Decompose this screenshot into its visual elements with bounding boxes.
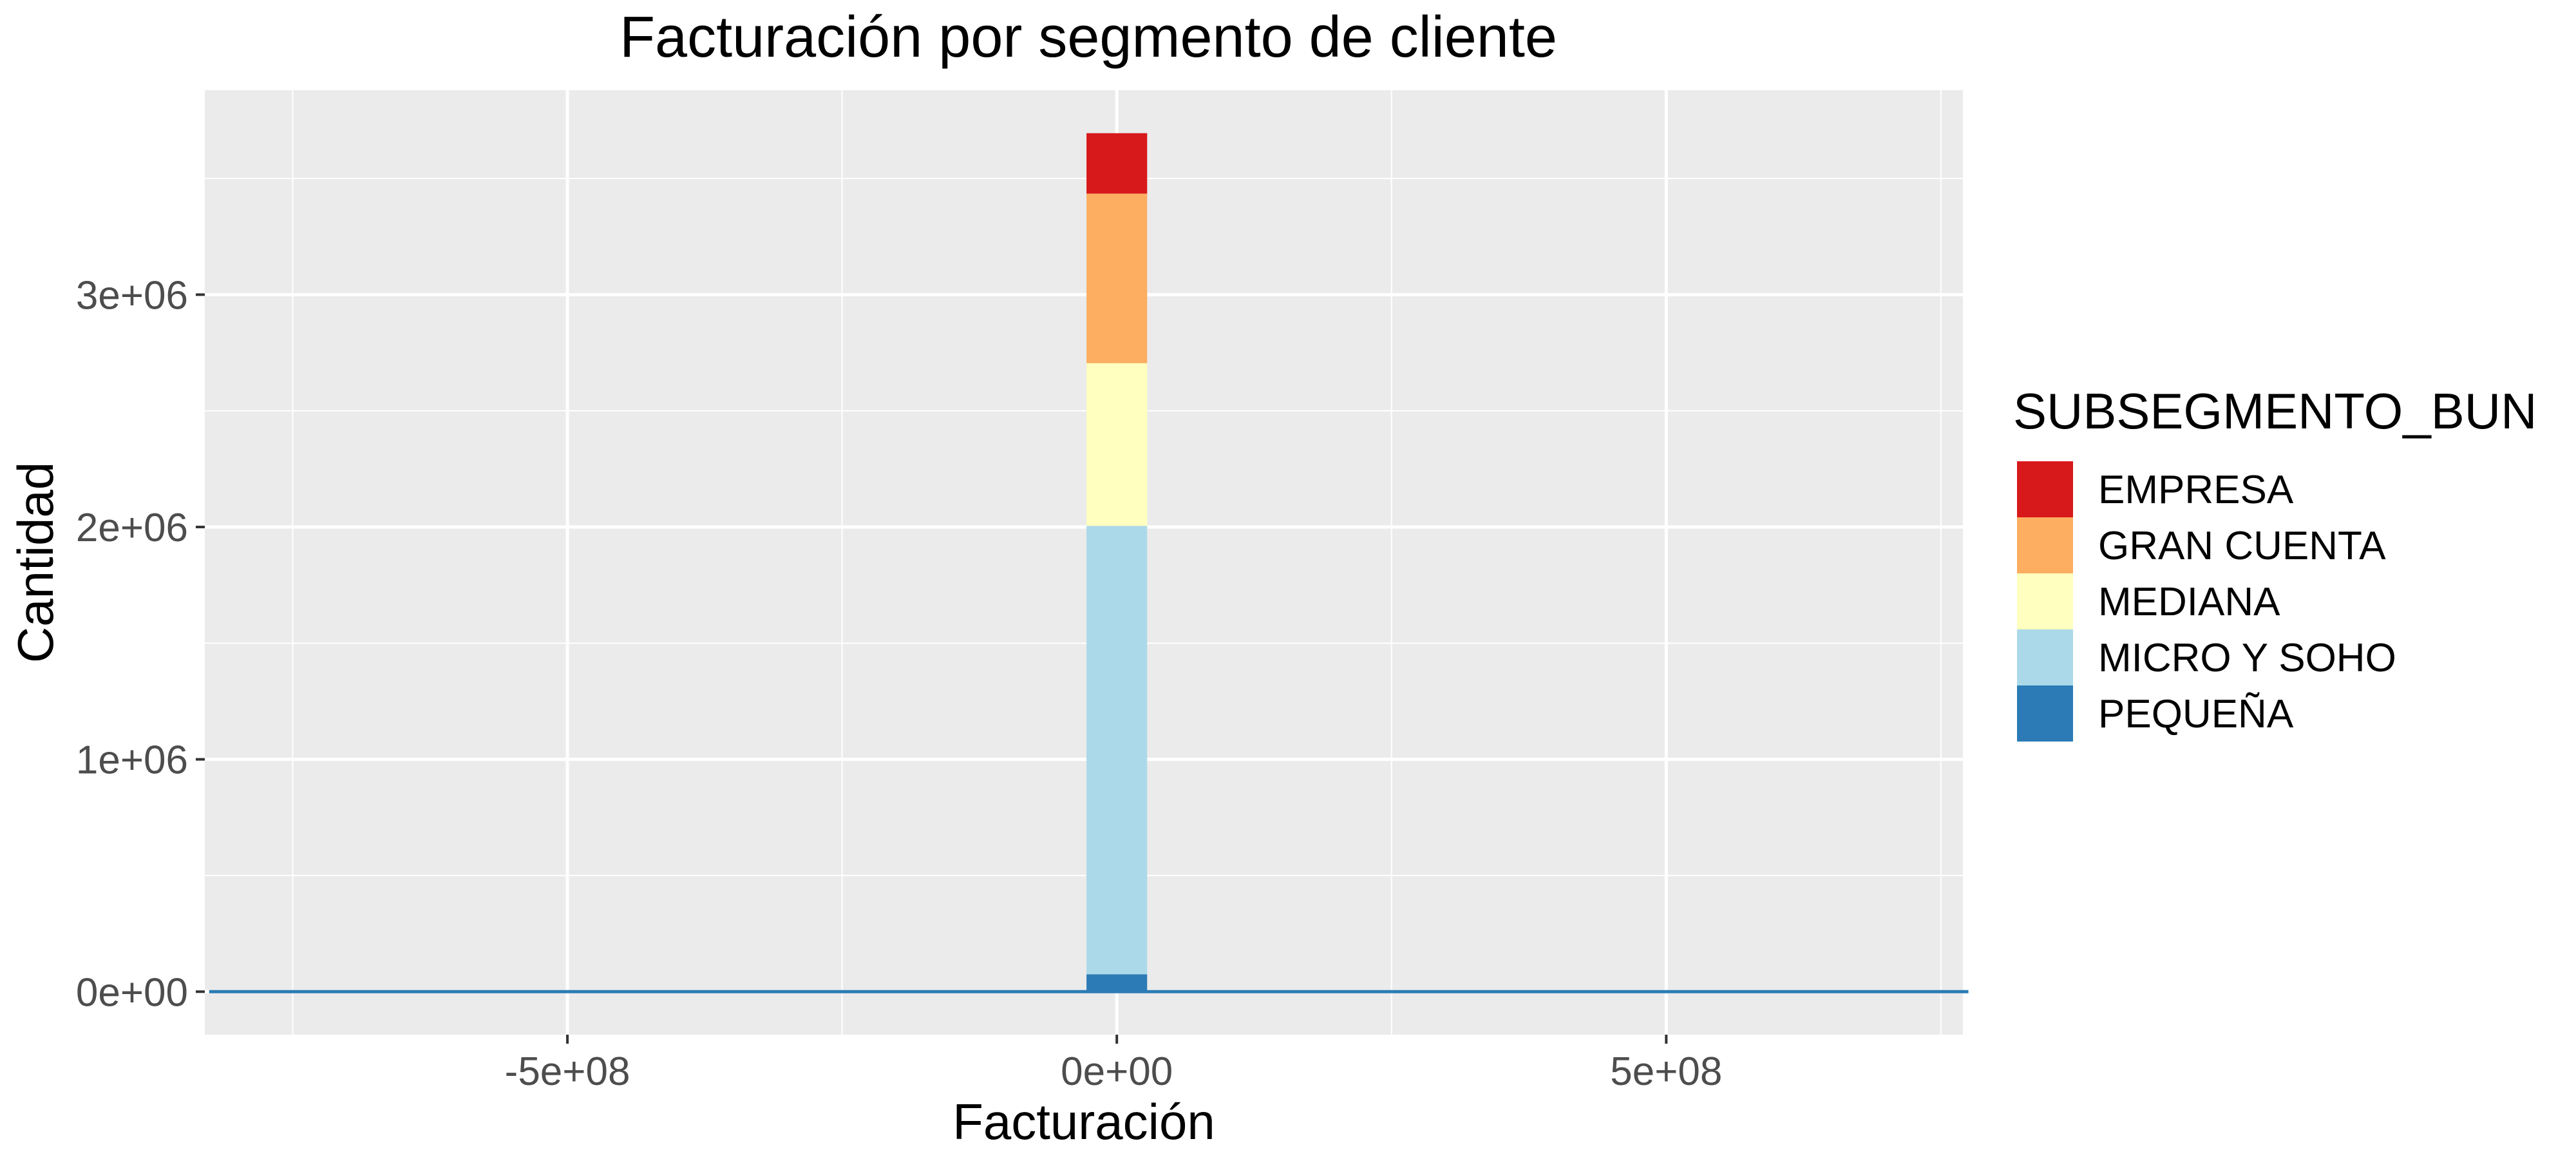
legend-key <box>2017 685 2073 742</box>
x-axis: -5e+08 0e+00 5e+08 <box>505 1035 1722 1094</box>
stacked-bar <box>1086 133 1148 992</box>
y-tick-label: 1e+06 <box>76 738 188 783</box>
legend-label: PEQUEÑA <box>2098 692 2294 736</box>
legend-items: EMPRESA GRAN CUENTA MEDIANA MICRO Y SOHO PEQ… <box>2017 461 2396 742</box>
legend-label: EMPRESA <box>2098 468 2294 512</box>
x-tick-label: 0e+00 <box>1061 1049 1173 1094</box>
grid-minor <box>205 90 1963 1035</box>
y-tick-label: 0e+00 <box>76 970 188 1015</box>
y-tick-label: 3e+06 <box>76 273 188 318</box>
bar-segment <box>1086 526 1148 975</box>
legend-label: GRAN CUENTA <box>2098 524 2386 568</box>
legend-key <box>2017 517 2073 573</box>
x-tick-label: -5e+08 <box>505 1049 630 1094</box>
y-tick-label: 2e+06 <box>76 506 188 550</box>
legend-title: SUBSEGMENTO_BUN <box>2013 383 2537 439</box>
legend: SUBSEGMENTO_BUN EMPRESA GRAN CUENTA MEDIAN… <box>2013 383 2537 742</box>
x-tick-label: 5e+08 <box>1610 1049 1722 1094</box>
legend-key <box>2017 573 2073 629</box>
bar-segment <box>1086 363 1148 526</box>
bar-segment <box>1086 193 1148 363</box>
y-axis: 0e+00 1e+06 2e+06 3e+06 <box>76 273 205 1015</box>
bar-segment <box>1086 974 1148 992</box>
legend-key <box>2017 461 2073 517</box>
legend-label: MEDIANA <box>2098 580 2280 624</box>
plot-panel <box>205 90 1963 1035</box>
y-axis-title: Cantidad <box>7 462 64 663</box>
legend-label: MICRO Y SOHO <box>2098 636 2396 680</box>
chart-title: Facturación por segmento de cliente <box>620 5 1557 70</box>
bar-segment <box>1086 133 1148 194</box>
legend-key <box>2017 629 2073 685</box>
x-axis-title: Facturación <box>952 1093 1215 1150</box>
